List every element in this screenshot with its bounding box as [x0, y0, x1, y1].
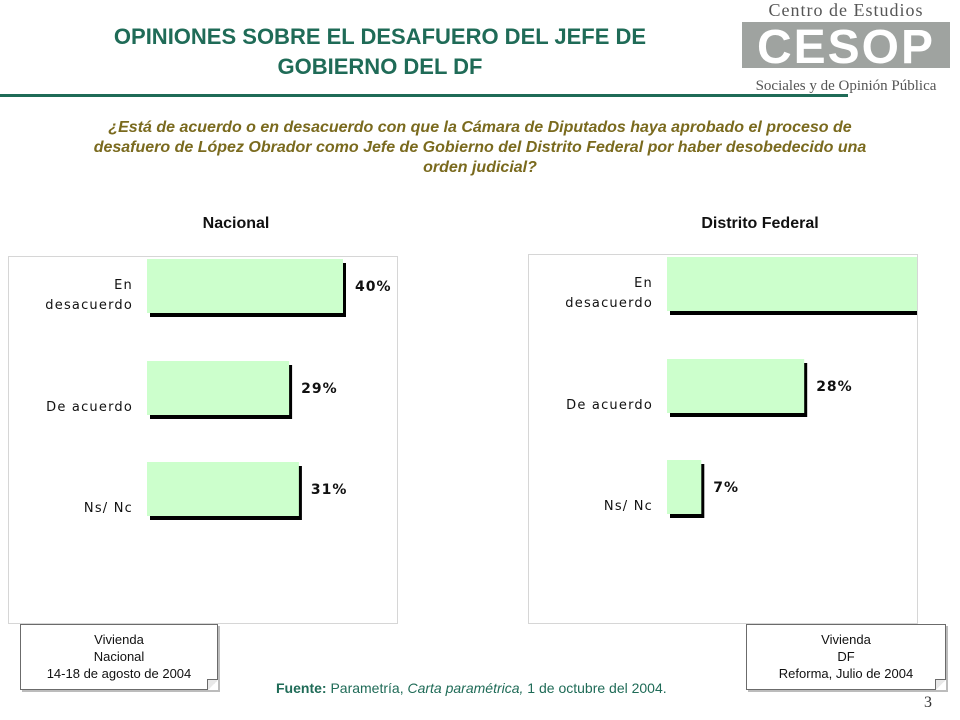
bar: [667, 460, 702, 514]
question-line-3: orden judicial?: [423, 159, 537, 176]
category-label: De acuerdo: [566, 398, 653, 413]
bar: [147, 361, 290, 415]
category-label: En: [634, 276, 653, 291]
page-title: OPINIONES SOBRE EL DESAFUERO DEL JEFE DE…: [60, 22, 700, 82]
value-label: 29%: [301, 381, 338, 397]
source-label: Fuente:: [276, 680, 327, 696]
category-label: desacuerdo: [45, 298, 133, 313]
title-line-1: OPINIONES SOBRE EL DESAFUERO DEL JEFE DE: [113, 24, 647, 49]
source-text-italic: Carta paramétrica,: [407, 680, 524, 696]
note-df-line-3: Reforma, Julio de 2004: [778, 666, 914, 681]
note-nacional-line-3: 14-18 de agosto de 2004: [46, 666, 192, 681]
source-note: Fuente: Parametría, Carta paramétrica, 1…: [276, 680, 667, 696]
bar: [667, 257, 917, 311]
bar: [667, 359, 805, 413]
logo-mark-bg: [742, 22, 950, 68]
question-line-1: ¿Está de acuerdo o en desacuerdo con que…: [108, 119, 852, 136]
category-label: De acuerdo: [46, 400, 133, 415]
logo-mark-text: CESOP: [757, 21, 935, 74]
page-number: 3: [924, 694, 932, 711]
question-line-2: desafuero de López Obrador como Jefe de …: [93, 139, 867, 156]
note-nacional: Vivienda Nacional 14-18 de agosto de 200…: [20, 624, 218, 690]
chart-nacional-svg: 40% En desacuerdo 29% De acuerdo 31% Ns/ Nc: [45, 259, 392, 520]
source-text-b: 1 de octubre del 2004.: [523, 680, 667, 696]
cesop-logo: Centro de Estudios CESOP Sociales y de O…: [742, 0, 950, 94]
value-label: 31%: [311, 482, 348, 498]
note-df-line-2: DF: [837, 649, 855, 664]
value-label: 7%: [713, 480, 739, 496]
category-label: En: [114, 278, 133, 293]
chart-nacional: 40% En desacuerdo 29% De acuerdo 31% Ns/ Nc: [8, 256, 398, 624]
category-label: desacuerdo: [565, 296, 653, 311]
category-label: Ns/ Nc: [604, 499, 653, 514]
bar: [147, 462, 299, 516]
logo-bottom-text: Sociales y de Opinión Pública: [756, 78, 937, 94]
bar: [147, 259, 343, 313]
title-line-2: GOBIERNO DEL DF: [277, 54, 483, 79]
header-divider: [0, 94, 848, 97]
source-text-a: Parametría,: [326, 680, 408, 696]
chart-title-nacional: Nacional: [202, 215, 270, 232]
value-label: 40%: [355, 279, 392, 295]
value-label: 28%: [816, 379, 853, 395]
note-nacional-line-2: Nacional: [93, 649, 145, 664]
note-df-line-1: Vivienda: [821, 632, 871, 647]
survey-question: ¿Está de acuerdo o en desacuerdo con que…: [20, 118, 940, 178]
note-nacional-line-1: Vivienda: [94, 632, 144, 647]
note-df: Vivienda DF Reforma, Julio de 2004: [746, 624, 946, 690]
logo-top-text: Centro de Estudios: [769, 0, 924, 20]
chart-title-df: Distrito Federal: [701, 215, 819, 232]
category-label: Ns/ Nc: [84, 501, 133, 516]
